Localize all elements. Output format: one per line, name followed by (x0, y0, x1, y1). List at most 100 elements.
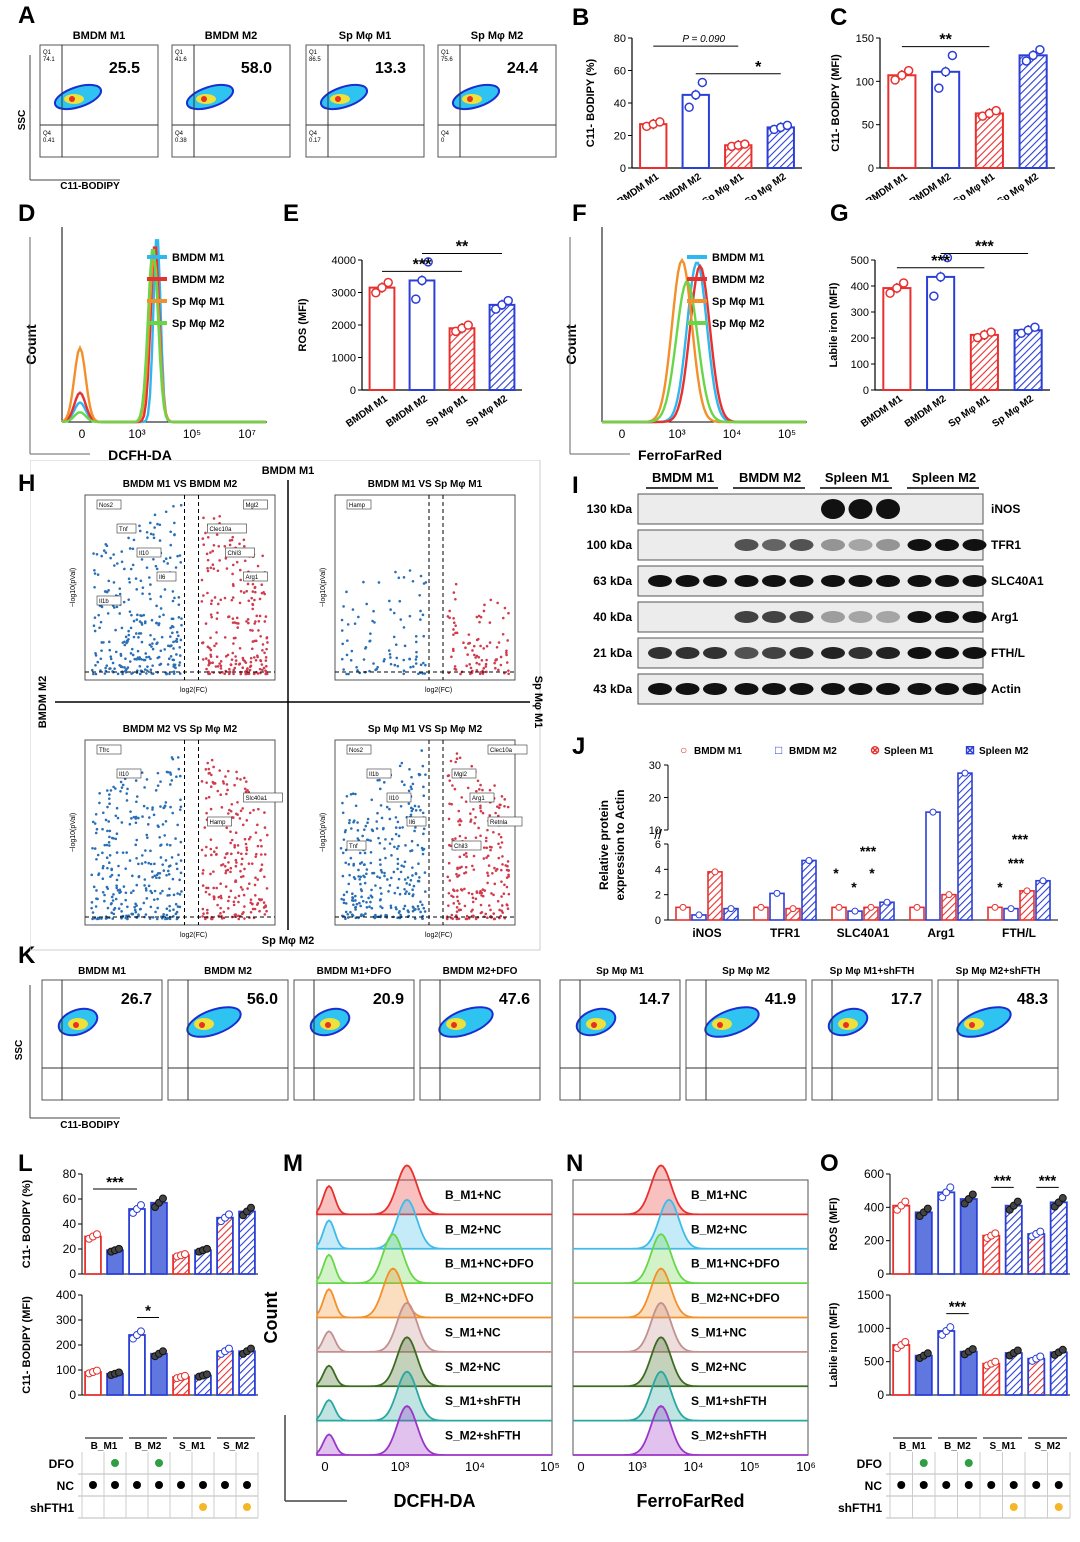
gene-point-down (421, 764, 425, 768)
gene-point-up (473, 821, 476, 825)
gene-point-up (263, 651, 266, 655)
data-point (897, 70, 907, 81)
gene-point-down (358, 901, 361, 905)
gene-point-down (112, 893, 115, 896)
bar (766, 126, 795, 169)
gene-point-down (133, 908, 137, 912)
gene-point-down (380, 906, 384, 910)
gene-point-down (92, 885, 96, 889)
gene-point-up (452, 621, 456, 625)
gene-point-down (372, 609, 375, 613)
gene-point-up (259, 838, 262, 842)
gene-point-down (424, 773, 427, 776)
gene-point-down (392, 870, 396, 874)
gene-point-up (503, 883, 506, 887)
gene-point-up (244, 842, 248, 846)
gene-point-down (144, 889, 148, 892)
gene-point-down (177, 603, 181, 606)
gene-point-up (229, 866, 233, 870)
gene-point-down (106, 805, 109, 809)
gene-point-down (353, 877, 357, 881)
gene-point-up (259, 635, 262, 638)
gene-point-down (341, 914, 344, 918)
gene-point-up (209, 566, 213, 570)
gene-label-box (225, 547, 255, 558)
gene-point-down (114, 897, 118, 901)
gene-point-up (502, 892, 506, 896)
gene-label-box (156, 571, 177, 582)
gene-point-up (231, 651, 235, 655)
y-tick-label: 1500 (857, 1288, 884, 1302)
gene-point-up (482, 857, 486, 860)
gene-point-down (105, 856, 109, 859)
gene-point-up (234, 880, 238, 883)
gene-point-up (469, 666, 473, 670)
gene-point-up (499, 835, 503, 839)
gene-point-down (414, 658, 418, 661)
gene-point-up (206, 645, 210, 649)
gene-point-down (109, 789, 113, 792)
gene-point-down (349, 658, 353, 662)
gene-point-down (340, 618, 344, 622)
gene-point-down (164, 819, 168, 823)
gene-point-up (202, 543, 206, 546)
y-tick-label: 400 (851, 281, 869, 293)
gene-point-down (358, 851, 362, 855)
protein-band (962, 575, 987, 587)
gene-point-down (393, 891, 397, 895)
gene-point-up (218, 559, 221, 562)
gene-point-down (398, 764, 402, 768)
gene-point-up (215, 846, 218, 850)
gene-point-down (174, 566, 178, 569)
gene-point-up (217, 914, 220, 918)
gene-point-down (163, 834, 166, 837)
gene-point-down (373, 621, 376, 624)
gene-point-down (422, 847, 426, 851)
x-tick-label: Sp Mφ M1 (952, 171, 998, 200)
gene-point-up (477, 826, 480, 830)
matrix-dot-nc (221, 1481, 229, 1489)
significance-label: *** (1012, 831, 1029, 847)
legend-label: Sp Mφ M1 (712, 296, 764, 308)
gene-label: Hamp (349, 503, 366, 509)
legend-label: Sp Mφ M2 (712, 318, 764, 330)
data-point (782, 120, 793, 131)
gene-point-down (94, 831, 98, 835)
gene-point-down (423, 672, 427, 675)
y-axis-label: C11- BODIPY (MFI) (21, 1296, 33, 1394)
gene-point-down (397, 834, 401, 838)
gene-point-down (118, 587, 122, 590)
gene-point-up (474, 917, 478, 921)
gene-point-down (90, 873, 94, 877)
gene-point-down (405, 882, 408, 885)
gene-point-up (475, 638, 479, 642)
gene-point-up (482, 609, 486, 613)
gene-point-up (476, 779, 480, 783)
gene-point-down (396, 664, 400, 668)
gene-point-down (111, 661, 115, 665)
gene-point-up (458, 818, 462, 821)
gene-point-up (249, 628, 252, 632)
gene-point-up (247, 882, 251, 886)
gene-point-up (452, 888, 455, 892)
quadrant-q4-value: 0.41 (43, 138, 55, 144)
gene-point-up (467, 917, 471, 920)
gene-point-up (243, 917, 246, 920)
bar (925, 811, 941, 921)
data-point (945, 891, 953, 899)
volcano-frame (334, 739, 516, 926)
gene-point-down (168, 644, 172, 648)
gene-point-down (173, 521, 176, 525)
gene-point-down (106, 612, 110, 615)
gene-point-up (481, 888, 485, 891)
gene-point-down (169, 655, 173, 658)
gene-point-up (219, 660, 223, 663)
gene-point-up (205, 781, 208, 784)
gene-point-down (107, 579, 111, 583)
gene-point-down (101, 811, 105, 815)
gene-point-down (383, 874, 386, 878)
gene-point-down (138, 529, 142, 533)
gene-point-down (397, 844, 400, 848)
gene-point-down (408, 657, 412, 661)
